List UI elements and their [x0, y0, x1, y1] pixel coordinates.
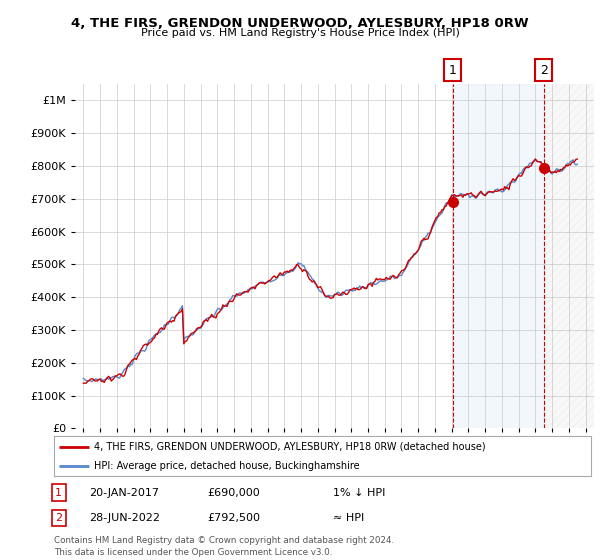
Text: 20-JAN-2017: 20-JAN-2017 — [89, 488, 159, 498]
Text: £792,500: £792,500 — [207, 513, 260, 523]
Bar — [452, 84, 544, 428]
Text: Contains HM Land Registry data © Crown copyright and database right 2024.
This d: Contains HM Land Registry data © Crown c… — [54, 536, 394, 557]
Text: 4, THE FIRS, GRENDON UNDERWOOD, AYLESBURY, HP18 0RW: 4, THE FIRS, GRENDON UNDERWOOD, AYLESBUR… — [71, 17, 529, 30]
Text: 1% ↓ HPI: 1% ↓ HPI — [333, 488, 385, 498]
Text: 28-JUN-2022: 28-JUN-2022 — [89, 513, 160, 523]
Bar — [544, 84, 594, 428]
Text: HPI: Average price, detached house, Buckinghamshire: HPI: Average price, detached house, Buck… — [94, 461, 360, 471]
Text: Price paid vs. HM Land Registry's House Price Index (HPI): Price paid vs. HM Land Registry's House … — [140, 28, 460, 38]
Text: 1: 1 — [55, 488, 62, 498]
Text: 4, THE FIRS, GRENDON UNDERWOOD, AYLESBURY, HP18 0RW (detached house): 4, THE FIRS, GRENDON UNDERWOOD, AYLESBUR… — [94, 442, 486, 451]
Text: 1: 1 — [449, 64, 457, 77]
Text: £690,000: £690,000 — [207, 488, 260, 498]
Text: 2: 2 — [540, 64, 548, 77]
Text: 2: 2 — [55, 513, 62, 523]
Text: ≈ HPI: ≈ HPI — [333, 513, 364, 523]
